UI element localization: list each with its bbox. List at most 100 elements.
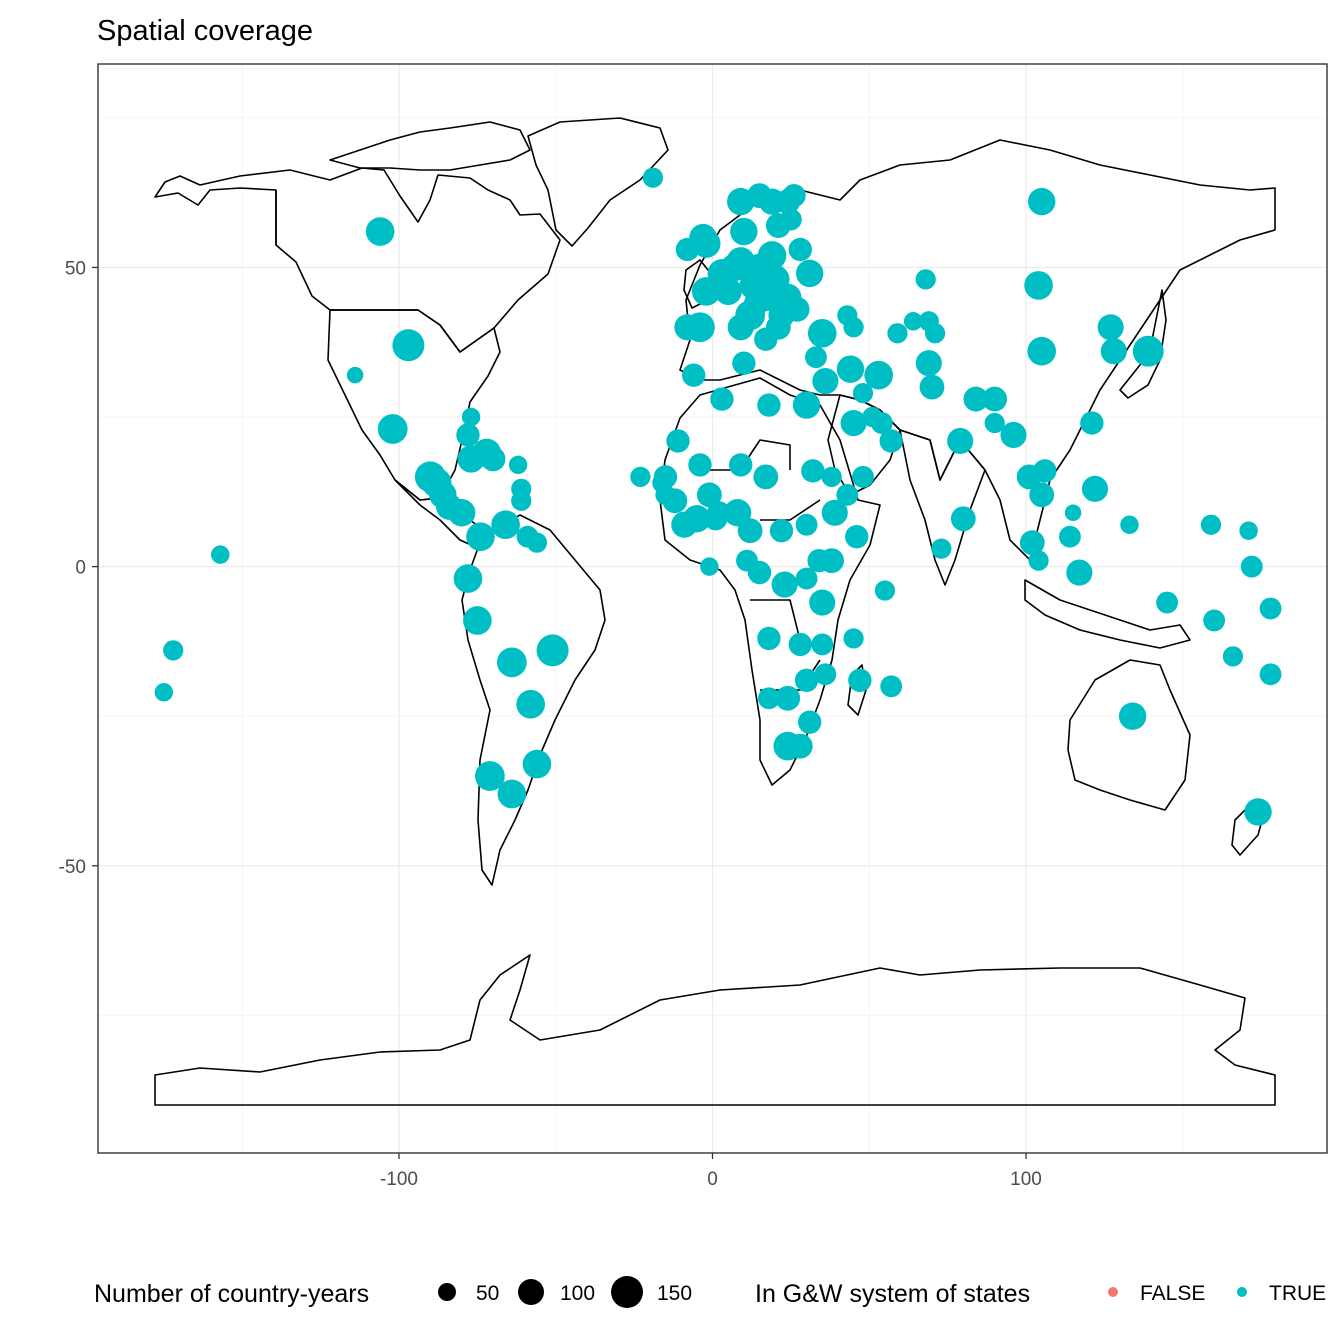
data-point — [924, 323, 946, 344]
data-point — [757, 393, 781, 417]
data-point — [211, 545, 230, 564]
data-point — [1064, 504, 1082, 522]
data-point — [887, 323, 908, 344]
data-point — [757, 626, 781, 651]
data-point — [720, 253, 749, 282]
y-axis: -50 0 50 — [59, 258, 98, 878]
data-point — [466, 522, 495, 552]
x-axis: -100 0 100 — [380, 1153, 1042, 1190]
legend-size-key-50 — [438, 1283, 456, 1301]
data-point — [919, 374, 945, 400]
data-point — [526, 532, 548, 553]
data-point — [747, 560, 772, 585]
data-point — [845, 525, 869, 549]
data-point — [963, 386, 989, 412]
data-point — [729, 453, 753, 477]
x-tick-label: -100 — [380, 1169, 418, 1190]
legend-size-label-100: 100 — [560, 1282, 595, 1305]
landmass-africa — [659, 377, 881, 786]
landmass-indonesia — [1024, 579, 1191, 649]
landmass-north-america — [154, 167, 561, 353]
data-point — [730, 217, 758, 246]
data-point — [723, 499, 752, 527]
data-point — [1240, 555, 1263, 578]
data-point — [1080, 411, 1104, 435]
landmass-arabia — [827, 394, 901, 496]
data-point — [1058, 525, 1081, 548]
data-point — [1239, 521, 1258, 540]
data-point — [1027, 187, 1056, 216]
data-point — [683, 505, 711, 533]
data-point — [642, 167, 664, 188]
data-point — [522, 749, 552, 779]
data-point — [769, 519, 794, 543]
data-point — [1066, 559, 1093, 586]
landmass-australia — [1067, 659, 1191, 811]
data-point — [1097, 314, 1124, 341]
data-point — [1156, 591, 1179, 614]
y-tick-label: 0 — [75, 558, 86, 579]
legend-size: Number of country-years 50 100 150 — [94, 1276, 692, 1308]
data-point — [852, 465, 874, 488]
data-point — [795, 567, 818, 590]
data-point — [463, 606, 492, 635]
data-point — [516, 689, 545, 719]
data-point — [453, 564, 483, 593]
data-point — [852, 382, 874, 404]
data-point — [456, 423, 480, 447]
data-point — [727, 314, 754, 341]
data-point — [807, 548, 831, 573]
data-point — [788, 632, 812, 657]
data-points — [154, 167, 1282, 826]
data-point — [1019, 530, 1045, 556]
data-point — [630, 466, 651, 487]
data-point — [753, 464, 779, 490]
landmass-antarctica — [154, 954, 1276, 1106]
data-point — [870, 412, 893, 434]
data-point — [1118, 702, 1147, 730]
data-point — [696, 482, 722, 508]
data-point — [779, 208, 802, 231]
data-point — [836, 355, 865, 383]
data-point — [754, 327, 778, 351]
landmass-madagascar — [847, 664, 867, 716]
legend-size-key-150 — [611, 1276, 643, 1308]
data-point — [688, 453, 712, 477]
x-tick-label: 100 — [1010, 1169, 1042, 1190]
data-point — [792, 391, 821, 419]
country-border-us-canada — [275, 190, 418, 311]
country-borders-africa — [700, 439, 821, 691]
legend-color-key-true — [1237, 1287, 1247, 1297]
data-point — [843, 628, 864, 649]
data-point — [346, 366, 364, 384]
data-point — [1100, 338, 1127, 365]
data-point — [496, 647, 527, 678]
legend-color-key-false — [1108, 1287, 1118, 1297]
data-point — [879, 429, 903, 453]
data-point — [491, 510, 520, 540]
data-point — [1259, 597, 1282, 620]
landmass-greenland — [527, 117, 669, 247]
data-point — [809, 589, 836, 616]
legend-color-label-false: FALSE — [1140, 1282, 1205, 1305]
data-point — [392, 329, 425, 362]
data-point — [771, 571, 798, 598]
data-point — [801, 459, 825, 483]
data-point — [775, 685, 801, 711]
data-point — [739, 271, 767, 300]
data-point — [536, 634, 569, 667]
data-point — [497, 779, 527, 809]
data-point — [1033, 459, 1057, 483]
data-point — [950, 506, 976, 532]
data-point — [874, 580, 896, 601]
data-point — [758, 687, 780, 710]
data-point — [666, 429, 690, 453]
landmass-south-america — [461, 514, 606, 886]
data-point — [710, 387, 734, 411]
data-point — [795, 259, 824, 288]
data-point — [812, 368, 839, 395]
data-point — [1024, 271, 1053, 300]
data-point — [461, 407, 481, 427]
data-point — [475, 761, 505, 791]
